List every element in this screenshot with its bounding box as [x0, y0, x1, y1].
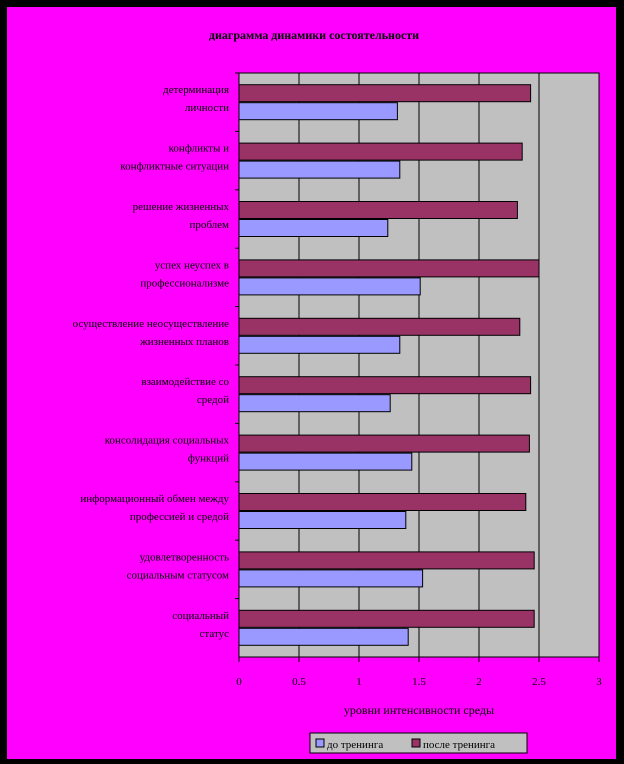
legend-swatch-after [411, 738, 421, 748]
category-label: успех неуспех в [155, 259, 229, 271]
bar-before-training [238, 219, 389, 237]
legend: до тренинга после тренинга [309, 732, 528, 754]
bar-before-training [238, 627, 409, 646]
category-label: консолидация социальных [105, 435, 230, 447]
legend-label-after: после тренинга [423, 739, 495, 751]
x-tick-label: 0.5 [292, 676, 306, 688]
legend-swatch-before [315, 738, 325, 748]
bar-after-training [238, 84, 532, 103]
category-label: решение жизненных [133, 201, 230, 213]
category-label: жизненных планов [139, 336, 229, 348]
bar-before-training [238, 335, 401, 354]
bar-before-training [238, 394, 391, 413]
category-label: взаимодействие со [141, 376, 229, 388]
category-label: личности [185, 102, 229, 114]
bar-after-training [238, 201, 518, 219]
x-tick-labels: 0 0.5 1 1.5 2 2.5 3 [236, 676, 602, 688]
category-label: удовлетворенность [140, 551, 229, 563]
category-label: конфликтные ситуации [120, 161, 229, 173]
bar-before-training [238, 511, 407, 529]
bar-after-training [238, 551, 535, 570]
x-tick-label: 1 [356, 676, 362, 688]
category-label: детерминация [163, 84, 229, 96]
chart-frame: диаграмма динамики состоятельности детер… [6, 6, 617, 760]
category-label: функций [188, 453, 229, 465]
category-label: профессионализме [140, 277, 229, 289]
bar-before-training [238, 569, 424, 588]
bar-after-training [238, 317, 521, 336]
bar-after-training [238, 142, 523, 161]
legend-label-before: до тренинга [327, 739, 383, 751]
bar-after-training [238, 434, 530, 453]
x-tick-label: 1.5 [412, 676, 426, 688]
chart-title: диаграмма динамики состоятельности [209, 28, 419, 42]
bar-before-training [238, 102, 398, 121]
category-label: социальный [172, 610, 229, 622]
bar-after-training [238, 376, 532, 395]
category-label: конфликты и [169, 143, 230, 155]
category-label: профессией и средой [130, 511, 229, 523]
category-label: социальным статусом [127, 569, 229, 581]
bar-before-training [238, 452, 413, 471]
bars [238, 84, 540, 646]
chart: диаграмма динамики состоятельности детер… [73, 28, 602, 754]
category-label: средой [197, 394, 229, 406]
x-tick-label: 2.5 [532, 676, 546, 688]
bar-after-training [238, 259, 540, 278]
bar-after-training [238, 493, 527, 511]
x-axis-label: уровни интенсивности среды [344, 703, 494, 717]
category-label: статус [200, 628, 230, 640]
bar-before-training [238, 277, 421, 296]
bar-before-training [238, 160, 401, 179]
x-tick-label: 2 [476, 676, 482, 688]
category-label: информационный обмен между [80, 493, 229, 505]
x-tick-label: 3 [596, 676, 602, 688]
category-label: проблем [189, 219, 229, 231]
x-tick-label: 0 [236, 676, 242, 688]
category-labels: детерминация личности конфликты и конфликтн… [73, 84, 230, 640]
bar-after-training [238, 609, 535, 628]
category-label: осуществление неосуществление [73, 318, 229, 330]
